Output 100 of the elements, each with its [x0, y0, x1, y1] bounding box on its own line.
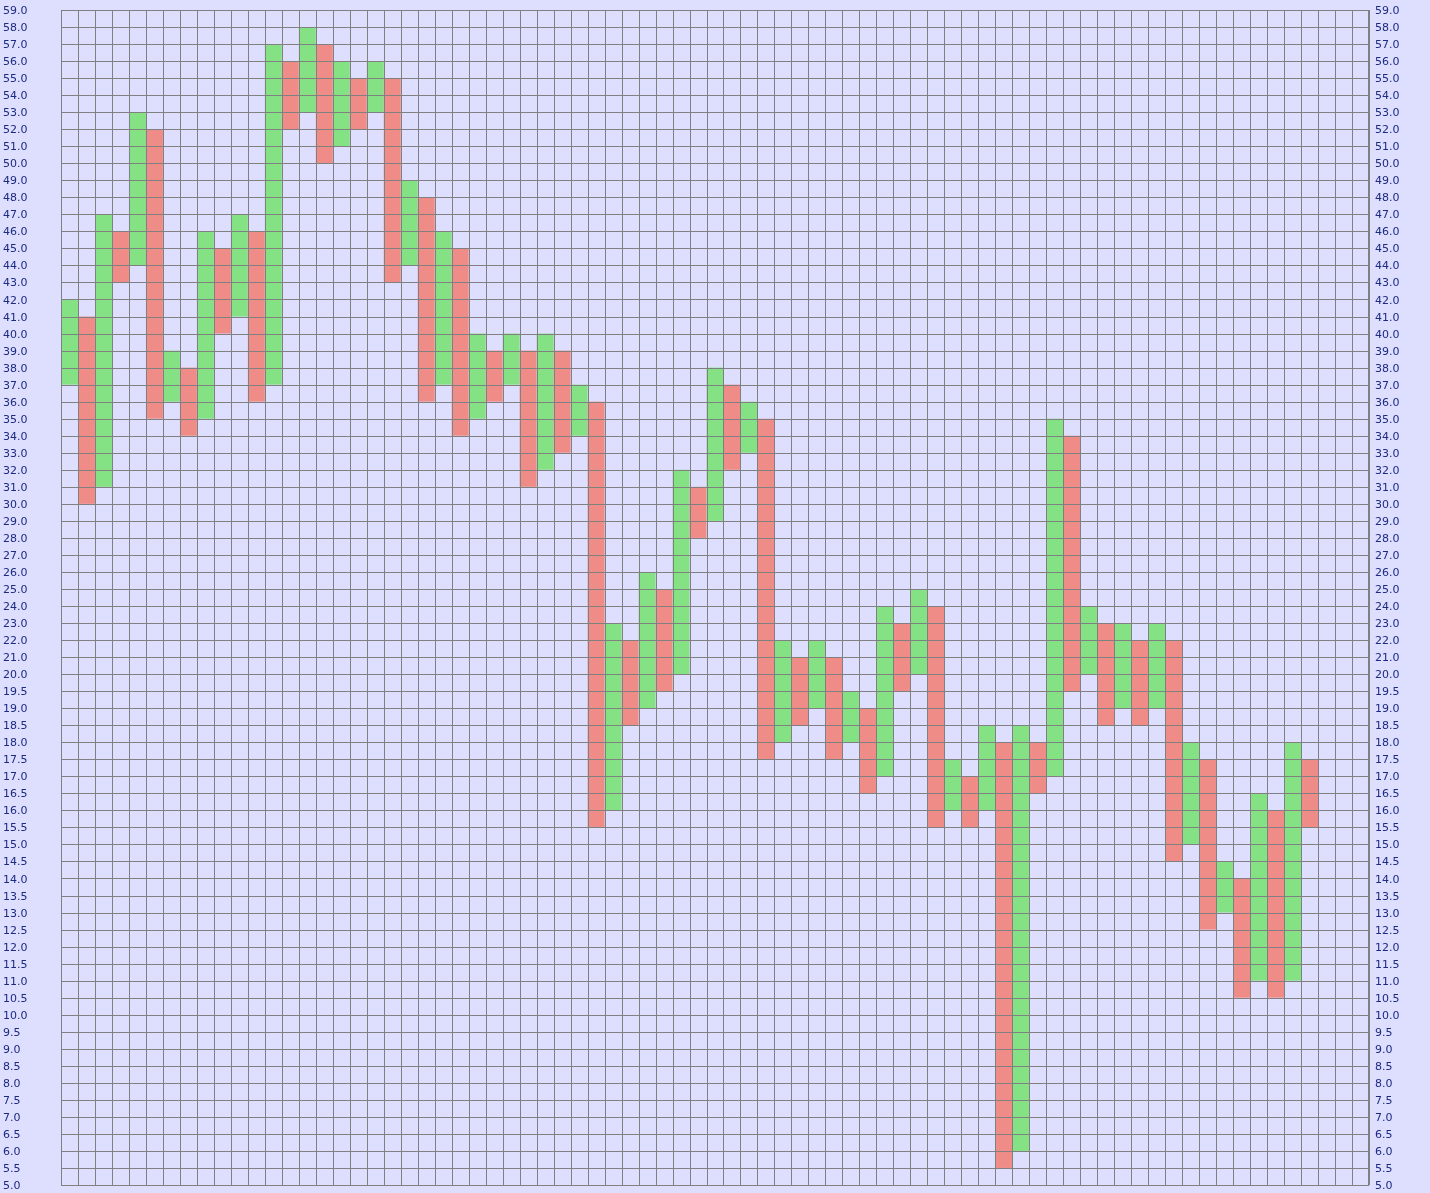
y-tick-label: 13.0 — [3, 906, 28, 920]
y2-tick-label: 24.0 — [1375, 600, 1400, 614]
y2-tick-label: 52.0 — [1375, 123, 1400, 137]
y-tick-label: 40.0 — [3, 327, 28, 341]
y-tick-label: 33.0 — [3, 446, 28, 460]
y2-tick-label: 32.0 — [1375, 463, 1400, 477]
y-tick-label: 7.5 — [3, 1093, 21, 1107]
y2-tick-label: 11.0 — [1375, 974, 1400, 988]
y-tick-label: 59.0 — [3, 4, 28, 18]
bar — [213, 248, 231, 334]
y-tick-label: 6.0 — [3, 1144, 21, 1158]
y-tick-label: 15.0 — [3, 838, 28, 852]
y-tick-label: 50.0 — [3, 157, 28, 171]
y2-tick-label: 17.5 — [1375, 753, 1400, 767]
y-tick-label: 31.0 — [3, 480, 28, 494]
y2-tick-label: 58.0 — [1375, 21, 1400, 35]
y-tick-label: 19.5 — [3, 685, 28, 699]
y2-tick-label: 6.5 — [1375, 1127, 1393, 1141]
y-tick-label: 23.0 — [3, 617, 28, 631]
y2-tick-label: 14.5 — [1375, 855, 1400, 869]
y2-tick-label: 11.5 — [1375, 957, 1400, 971]
y-tick-label: 48.0 — [3, 191, 28, 205]
y2-tick-label: 17.0 — [1375, 770, 1400, 784]
y2-tick-label: 18.5 — [1375, 719, 1400, 733]
y2-tick-label: 15.0 — [1375, 838, 1400, 852]
y-tick-label: 14.5 — [3, 855, 28, 869]
y-tick-label: 10.0 — [3, 1008, 28, 1022]
y-tick-label: 56.0 — [3, 55, 28, 69]
y-tick-label: 21.0 — [3, 651, 28, 665]
y-tick-label: 11.5 — [3, 957, 28, 971]
y2-tick-label: 13.0 — [1375, 906, 1400, 920]
y-tick-label: 9.5 — [3, 1025, 21, 1039]
y-tick-label: 8.0 — [3, 1076, 21, 1090]
y2-tick-label: 31.0 — [1375, 480, 1400, 494]
y2-tick-label: 7.0 — [1375, 1110, 1393, 1124]
y-tick-label: 18.5 — [3, 719, 28, 733]
y2-tick-label: 35.0 — [1375, 412, 1400, 426]
y2-tick-label: 5.5 — [1375, 1161, 1393, 1175]
y2-tick-label: 21.0 — [1375, 651, 1400, 665]
y2-tick-label: 18.0 — [1375, 736, 1400, 750]
y-tick-label: 14.0 — [3, 872, 28, 886]
y2-tick-label: 5.0 — [1375, 1179, 1393, 1193]
y2-tick-label: 10.0 — [1375, 1008, 1400, 1022]
y-tick-label: 12.0 — [3, 940, 28, 954]
y2-tick-label: 42.0 — [1375, 293, 1400, 307]
y2-tick-label: 54.0 — [1375, 89, 1400, 103]
y-tick-label: 49.0 — [3, 174, 28, 188]
y2-tick-label: 6.0 — [1375, 1144, 1393, 1158]
y-tick-label: 19.0 — [3, 702, 28, 716]
y-tick-label: 45.0 — [3, 242, 28, 256]
y-tick-label: 39.0 — [3, 344, 28, 358]
y2-tick-label: 9.5 — [1375, 1025, 1393, 1039]
y2-tick-label: 25.0 — [1375, 583, 1400, 597]
y-tick-label: 51.0 — [3, 140, 28, 154]
y2-tick-label: 48.0 — [1375, 191, 1400, 205]
y-tick-label: 22.0 — [3, 634, 28, 648]
y-tick-label: 10.5 — [3, 991, 28, 1005]
y-tick-label: 42.0 — [3, 293, 28, 307]
y2-tick-label: 16.0 — [1375, 804, 1400, 818]
y-tick-label: 17.0 — [3, 770, 28, 784]
y-tick-label: 12.5 — [3, 923, 28, 937]
y-tick-label: 38.0 — [3, 361, 28, 375]
y-tick-label: 28.0 — [3, 531, 28, 545]
y-tick-label: 36.0 — [3, 395, 28, 409]
y-tick-label: 9.0 — [3, 1042, 21, 1056]
y2-tick-label: 8.0 — [1375, 1076, 1393, 1090]
y-tick-label: 41.0 — [3, 310, 28, 324]
y-tick-label: 25.0 — [3, 583, 28, 597]
y-tick-label: 13.5 — [3, 889, 28, 903]
y-tick-label: 55.0 — [3, 72, 28, 86]
y-tick-label: 17.5 — [3, 753, 28, 767]
y2-tick-label: 51.0 — [1375, 140, 1400, 154]
y2-tick-label: 55.0 — [1375, 72, 1400, 86]
y2-tick-label: 47.0 — [1375, 208, 1400, 222]
y2-tick-label: 46.0 — [1375, 225, 1400, 239]
y2-tick-label: 59.0 — [1375, 4, 1400, 18]
y2-tick-label: 27.0 — [1375, 548, 1400, 562]
y2-tick-label: 53.0 — [1375, 106, 1400, 120]
bar — [61, 299, 78, 385]
y-tick-label: 34.0 — [3, 429, 28, 443]
y-tick-label: 6.5 — [3, 1127, 21, 1141]
y-tick-label: 11.0 — [3, 974, 28, 988]
y-tick-label: 57.0 — [3, 38, 28, 52]
y2-tick-label: 45.0 — [1375, 242, 1400, 256]
y2-tick-label: 50.0 — [1375, 157, 1400, 171]
y2-tick-label: 43.0 — [1375, 276, 1400, 290]
y-tick-label: 24.0 — [3, 600, 28, 614]
y-tick-label: 47.0 — [3, 208, 28, 222]
y2-tick-label: 41.0 — [1375, 310, 1400, 324]
y-tick-label: 29.0 — [3, 514, 28, 528]
bar — [1216, 861, 1234, 913]
y-tick-label: 26.0 — [3, 565, 28, 579]
y2-tick-label: 29.0 — [1375, 514, 1400, 528]
y2-tick-label: 10.5 — [1375, 991, 1400, 1005]
y2-tick-label: 39.0 — [1375, 344, 1400, 358]
y-tick-label: 44.0 — [3, 259, 28, 273]
y2-tick-label: 57.0 — [1375, 38, 1400, 52]
y2-tick-label: 14.0 — [1375, 872, 1400, 886]
y2-tick-label: 12.5 — [1375, 923, 1400, 937]
y-tick-label: 5.0 — [3, 1179, 21, 1193]
